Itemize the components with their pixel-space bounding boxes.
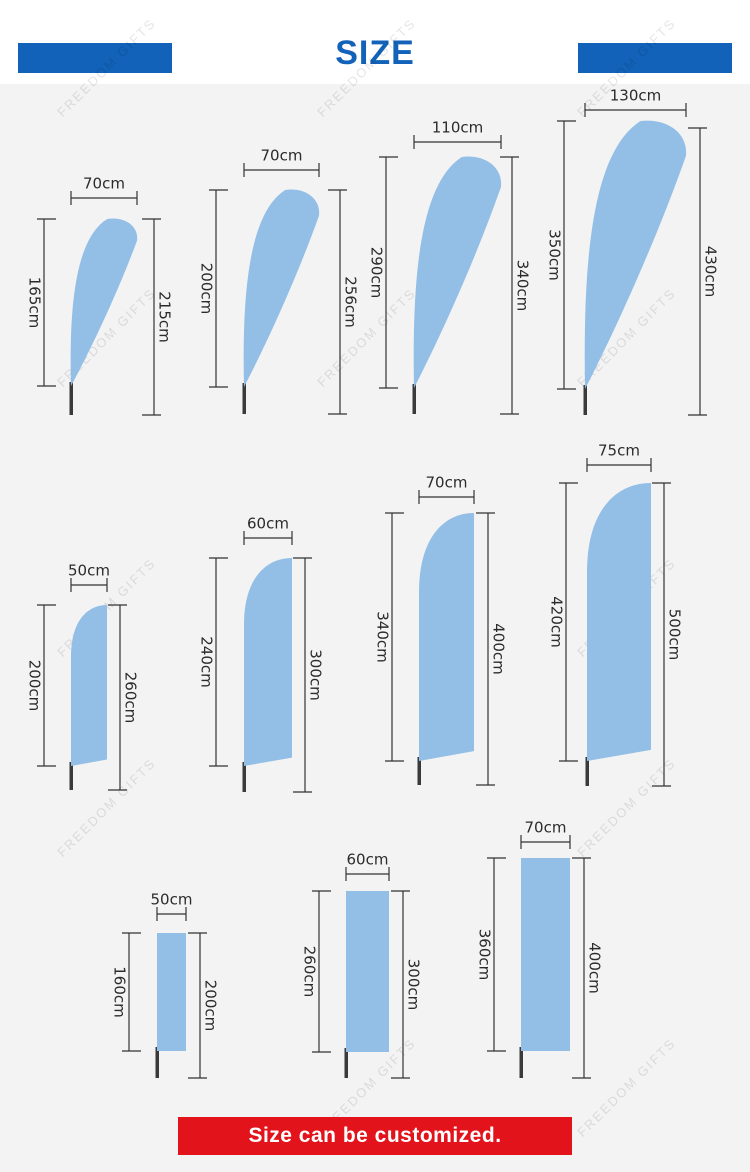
flag-pole [583,385,587,415]
width-label: 75cm [598,442,640,460]
total-height-label: 200cm [202,980,220,1032]
right-ribbon [578,43,732,73]
total-height-label: 300cm [307,649,325,701]
width-label: 70cm [525,819,567,837]
flag-pole [242,762,246,792]
flag-body [243,189,320,387]
flag-body [413,156,502,388]
flag-pole [519,1047,523,1078]
width-label: 70cm [261,147,303,165]
flag-pole [69,382,73,415]
page-title: SIZE [335,34,415,72]
width-label: 70cm [83,175,125,193]
flag-body [584,120,687,389]
total-height-label: 430cm [702,246,720,298]
flag-body [70,218,138,386]
flag-5: 50cm 200cm 260cm [26,562,140,791]
flag-pole [412,384,416,414]
flag-body [521,858,570,1051]
flag-3: 110cm 290cm 340cm [368,119,532,415]
flag-body [346,891,389,1052]
flag-height-label: 240cm [198,636,216,688]
flag-body [71,605,107,766]
total-height-label: 500cm [666,609,684,661]
flag-pole [155,1047,159,1078]
flag-9: 50cm 160cm 200cm [111,891,220,1079]
flag-height-label: 290cm [368,247,386,299]
width-label: 130cm [610,87,662,105]
width-label: 110cm [432,119,484,137]
flag-pole [242,383,246,414]
width-label: 60cm [247,515,289,533]
flag-pole [417,757,421,785]
total-height-label: 256cm [342,276,360,328]
total-height-label: 340cm [514,260,532,312]
flag-7: 70cm 340cm 400cm [374,474,508,786]
flag-4: 130cm 350cm 430cm [546,87,720,416]
total-height-label: 400cm [490,623,508,675]
flag-pole [585,757,589,786]
flag-body [157,933,186,1051]
total-height-label: 260cm [122,672,140,724]
flag-body [587,483,651,761]
flag-height-label: 340cm [374,611,392,663]
flag-8: 75cm 420cm 500cm [548,442,684,787]
flag-height-label: 200cm [26,660,44,712]
flag-11: 70cm 360cm 400cm [476,819,604,1079]
width-label: 60cm [347,851,389,869]
flag-body [244,558,292,766]
flag-body [419,513,474,761]
width-label: 50cm [151,891,193,909]
flag-pole [344,1048,348,1078]
flag-10: 60cm 260cm 300cm [301,851,423,1079]
total-height-label: 300cm [405,959,423,1011]
left-ribbon [18,43,172,73]
flag-1: 70cm 165cm 215cm [26,175,174,416]
width-label: 70cm [426,474,468,492]
customize-banner: Size can be customized. [178,1117,572,1155]
flag-height-label: 260cm [301,946,319,998]
flag-height-label: 160cm [111,966,129,1018]
flag-6: 60cm 240cm 300cm [198,515,325,793]
flag-height-label: 200cm [198,263,216,315]
width-label: 50cm [68,562,110,580]
flag-height-label: 420cm [548,596,566,648]
flag-2: 70cm 200cm 256cm [198,147,360,415]
flag-pole [69,762,73,790]
flag-height-label: 165cm [26,277,44,329]
total-height-label: 400cm [586,942,604,994]
flag-height-label: 350cm [546,229,564,281]
total-height-label: 215cm [156,291,174,343]
flag-height-label: 360cm [476,929,494,981]
